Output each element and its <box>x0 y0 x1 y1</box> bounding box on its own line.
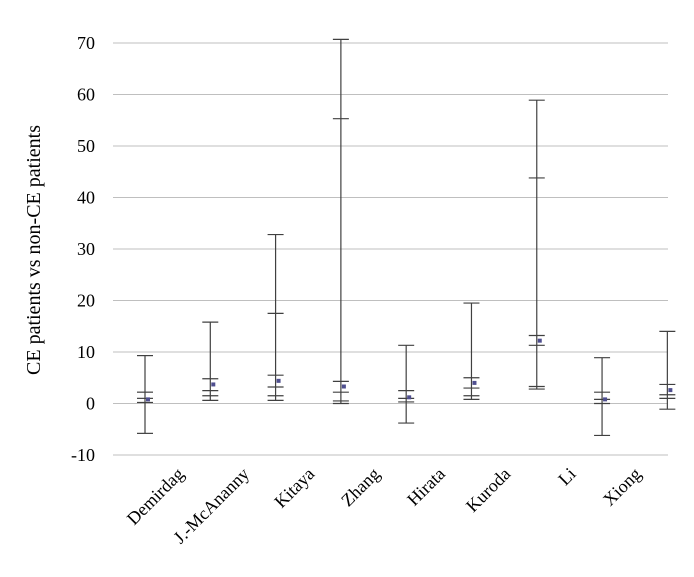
x-tick-label: Xiong <box>599 464 645 510</box>
error-bar <box>528 99 545 390</box>
x-tick-label: Kitaya <box>270 464 318 512</box>
mean-marker <box>537 338 542 343</box>
mean-marker <box>668 388 673 393</box>
x-tick-label: Zhang <box>337 464 384 511</box>
mean-marker <box>146 397 150 402</box>
error-bar <box>267 233 284 402</box>
y-tick-label: 60 <box>77 85 95 105</box>
y-tick-label: 10 <box>77 342 95 362</box>
y-tick-label: 0 <box>86 394 95 414</box>
y-tick-label: 40 <box>77 188 95 208</box>
error-bar <box>594 357 611 437</box>
mean-marker <box>407 395 412 400</box>
y-axis-label: CE patients vs non-CE patients <box>23 125 45 375</box>
mean-marker <box>603 397 608 402</box>
gridlines <box>113 42 668 456</box>
error-bar <box>398 344 415 424</box>
y-axis-tick-labels: 70 60 50 40 30 20 10 0 -10 <box>71 33 95 465</box>
y-tick-label: 30 <box>77 239 95 259</box>
error-bar <box>463 302 480 400</box>
x-tick-label: Demirdag <box>123 464 188 529</box>
x-tick-label: Kuroda <box>462 464 514 516</box>
mean-markers <box>146 338 673 402</box>
y-tick-label: 20 <box>77 291 95 311</box>
error-bar <box>332 38 349 405</box>
error-bars <box>137 38 676 437</box>
error-bar <box>137 355 153 434</box>
y-tick-label: 70 <box>77 33 95 53</box>
mean-marker <box>211 382 216 387</box>
error-bar <box>202 321 219 402</box>
mean-marker <box>276 378 281 383</box>
x-tick-label: Hirata <box>403 464 449 510</box>
y-tick-label: 50 <box>77 136 95 156</box>
x-tick-label: Li <box>554 464 579 489</box>
mean-marker <box>472 380 477 385</box>
mean-marker <box>341 384 346 389</box>
y-tick-label: -10 <box>71 445 95 465</box>
error-bar <box>659 330 676 410</box>
